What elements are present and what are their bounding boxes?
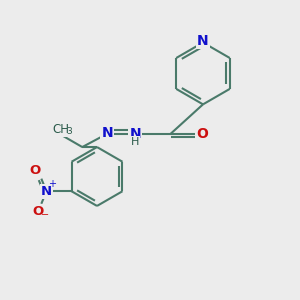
Text: +: + <box>48 179 56 189</box>
Text: −: − <box>41 210 49 220</box>
Text: N: N <box>197 34 209 48</box>
Text: O: O <box>30 164 41 177</box>
Text: N: N <box>101 126 113 140</box>
Text: O: O <box>32 205 44 218</box>
Text: CH: CH <box>52 123 69 136</box>
Text: H: H <box>131 137 140 147</box>
Text: N: N <box>130 127 141 141</box>
Text: O: O <box>196 127 208 141</box>
Text: 3: 3 <box>66 127 72 136</box>
Text: N: N <box>41 185 52 198</box>
